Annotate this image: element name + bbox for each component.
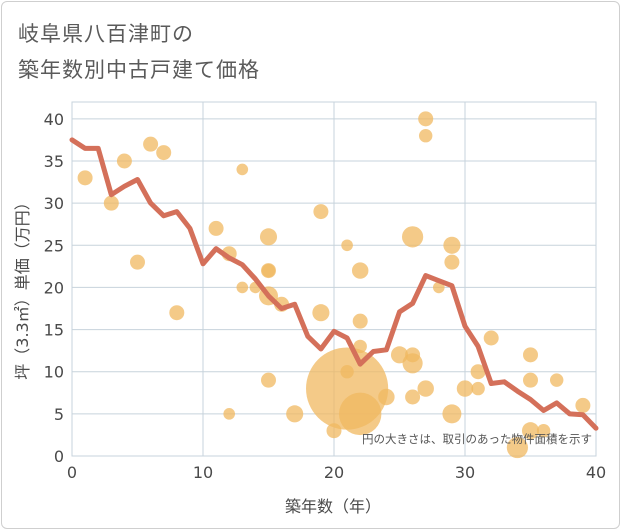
data-point — [130, 254, 145, 270]
y-tick-label: 40 — [44, 110, 64, 129]
data-point — [401, 226, 424, 248]
x-tick-label: 10 — [193, 463, 213, 482]
data-point — [236, 281, 249, 294]
axis-ticks: 0 5 10 15 20 25 30 35 40 0 10 20 30 40 — [44, 110, 607, 482]
data-point — [549, 373, 564, 387]
data-point — [261, 263, 276, 278]
data-point — [521, 422, 540, 440]
data-point — [236, 163, 249, 176]
data-point — [471, 381, 485, 396]
data-point — [536, 424, 551, 438]
data-point — [143, 136, 159, 152]
data-point — [103, 195, 119, 211]
x-tick-label: 30 — [455, 463, 475, 482]
data-point — [442, 404, 462, 424]
data-point — [351, 262, 369, 279]
data-point — [405, 389, 421, 405]
data-point — [506, 436, 529, 459]
data-point — [418, 129, 433, 143]
data-point — [338, 392, 382, 436]
data-point — [443, 236, 461, 254]
chart-title-line2: 築年数別中古戸建て価格 — [18, 58, 260, 82]
chart-title: 岐阜県八百津町の 築年数別中古戸建て価格 — [18, 16, 260, 88]
data-point — [483, 330, 499, 346]
data-point — [352, 313, 368, 329]
data-point — [456, 380, 474, 397]
bubble-series — [77, 111, 591, 459]
data-point — [286, 405, 304, 423]
data-point — [444, 254, 460, 270]
data-point — [312, 304, 330, 322]
y-tick-label: 15 — [44, 321, 64, 340]
y-tick-label: 5 — [54, 405, 64, 424]
data-point — [341, 239, 353, 252]
chart-title-line1: 岐阜県八百津町の — [18, 22, 194, 46]
trend-line-series — [69, 137, 599, 431]
data-point — [169, 305, 185, 321]
data-point — [261, 372, 276, 388]
data-point — [116, 153, 132, 169]
data-point — [353, 339, 367, 354]
x-axis-title: 築年数（年） — [285, 497, 381, 516]
grid — [71, 101, 597, 457]
data-point — [432, 281, 445, 294]
bubble-size-note: 円の大きさは、取引のあった物件面積を示す — [362, 432, 592, 446]
y-tick-label: 0 — [54, 447, 64, 466]
x-tick-label: 40 — [586, 463, 606, 482]
y-tick-label: 10 — [44, 363, 64, 382]
data-point — [378, 388, 395, 406]
data-point — [523, 372, 538, 388]
data-point — [470, 364, 486, 380]
data-point — [402, 353, 423, 374]
data-point — [313, 204, 329, 220]
y-axis-title: 坪（3.3㎡）単価（万円） — [13, 194, 32, 379]
data-point — [223, 408, 236, 420]
data-point — [417, 380, 434, 397]
data-point — [208, 220, 224, 236]
data-point — [418, 111, 434, 127]
data-point — [77, 170, 93, 186]
y-tick-label: 35 — [44, 152, 64, 171]
y-tick-label: 25 — [44, 236, 64, 255]
x-tick-label: 20 — [324, 463, 344, 482]
data-point — [575, 397, 591, 413]
trend-line — [69, 137, 599, 431]
data-point — [156, 145, 172, 161]
data-point — [259, 228, 278, 246]
y-tick-label: 20 — [44, 278, 64, 297]
y-tick-label: 30 — [44, 194, 64, 213]
x-tick-label: 0 — [67, 463, 77, 482]
data-point — [523, 347, 538, 363]
